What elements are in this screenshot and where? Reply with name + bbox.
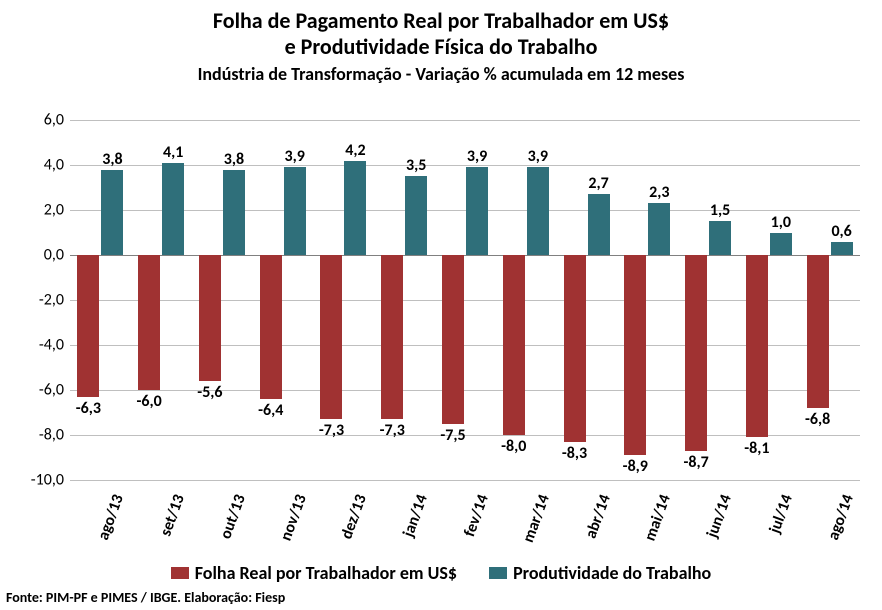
legend-swatch-b [489, 567, 507, 579]
bar-label-series-a: -5,6 [190, 383, 230, 402]
chart-title-line-2: e Produtividade Física do Trabalho [0, 34, 882, 60]
legend-swatch-a [171, 567, 189, 579]
bar-label-series-a: -8,7 [676, 453, 716, 472]
bar-series-a [199, 255, 221, 381]
bar-label-series-b: 3,8 [92, 150, 132, 169]
x-tick-label: jan/14 [394, 492, 432, 555]
gridline [70, 210, 860, 211]
x-tick-label: ago/13 [90, 492, 128, 555]
bar-label-series-a: -8,9 [615, 457, 655, 476]
x-tick-label: set/13 [151, 492, 189, 555]
gridline [70, 120, 860, 121]
plot-area: 6,04,02,00,0-2,0-4,0-6,0-8,0-10,0-6,33,8… [70, 120, 860, 480]
y-tick-label: -6,0 [4, 381, 64, 400]
y-tick-label: 2,0 [4, 201, 64, 220]
bar-series-b [466, 167, 488, 255]
bar-series-b [770, 233, 792, 256]
x-tick-label: jul/14 [758, 492, 796, 555]
y-tick-label: -4,0 [4, 336, 64, 355]
chart-title-line-1: Folha de Pagamento Real por Trabalhador … [0, 8, 882, 34]
bar-series-b [284, 167, 306, 255]
y-tick-label: -10,0 [4, 471, 64, 490]
x-tick-label: out/13 [211, 492, 249, 555]
bar-series-a [807, 255, 829, 408]
bar-series-b [344, 161, 366, 256]
bar-label-series-a: -7,3 [372, 421, 412, 440]
bar-series-a [564, 255, 586, 442]
y-tick-label: 0,0 [4, 246, 64, 265]
bar-label-series-a: -6,4 [251, 401, 291, 420]
legend-item-series-a: Folha Real por Trabalhador em US$ [171, 562, 457, 584]
bar-label-series-a: -6,3 [68, 399, 108, 418]
x-tick-label: fev/14 [454, 492, 492, 555]
bar-series-a [685, 255, 707, 451]
bar-label-series-a: -8,3 [555, 444, 595, 463]
bar-series-b [527, 167, 549, 255]
bar-label-series-b: 1,0 [761, 213, 801, 232]
bar-label-series-b: 0,6 [822, 222, 862, 241]
bar-label-series-b: 3,8 [214, 150, 254, 169]
bar-series-b [648, 203, 670, 255]
chart-subtitle: Indústria de Transformação - Variação % … [0, 63, 882, 85]
bar-label-series-a: -7,5 [433, 426, 473, 445]
bar-label-series-b: 4,1 [153, 143, 193, 162]
gridline [70, 390, 860, 391]
bar-series-b [101, 170, 123, 256]
x-tick-label: dez/13 [333, 492, 371, 555]
bar-series-b [223, 170, 245, 256]
bar-label-series-b: 2,7 [579, 174, 619, 193]
x-tick-label: ago/14 [819, 492, 857, 555]
source-text: Fonte: PIM-PF e PIMES / IBGE. Elaboração… [6, 589, 285, 606]
gridline [70, 300, 860, 301]
bar-series-a [381, 255, 403, 419]
bar-series-a [624, 255, 646, 455]
gridline [70, 255, 860, 256]
bar-label-series-a: -8,0 [494, 437, 534, 456]
y-tick-label: -2,0 [4, 291, 64, 310]
legend-item-series-b: Produtividade do Trabalho [489, 562, 711, 584]
legend-label-a: Folha Real por Trabalhador em US$ [195, 562, 457, 584]
bar-series-b [588, 194, 610, 255]
x-tick-label: jun/14 [698, 492, 736, 555]
bar-series-b [162, 163, 184, 255]
bar-label-series-b: 3,9 [275, 147, 315, 166]
bar-label-series-a: -8,1 [737, 439, 777, 458]
bar-label-series-a: -6,8 [798, 410, 838, 429]
chart-titles: Folha de Pagamento Real por Trabalhador … [0, 0, 882, 85]
x-tick-label: nov/13 [272, 492, 310, 555]
bar-series-a [746, 255, 768, 437]
legend-label-b: Produtividade do Trabalho [513, 562, 711, 584]
bar-label-series-b: 3,9 [457, 147, 497, 166]
bar-label-series-b: 1,5 [700, 201, 740, 220]
x-tick-label: mar/14 [515, 492, 553, 555]
gridline [70, 345, 860, 346]
x-tick-label: abr/14 [576, 492, 614, 555]
bar-series-a [503, 255, 525, 435]
bar-series-b [831, 242, 853, 256]
y-tick-label: -8,0 [4, 426, 64, 445]
bar-label-series-b: 4,2 [335, 141, 375, 160]
bar-label-series-a: -6,0 [129, 392, 169, 411]
bar-label-series-b: 2,3 [639, 183, 679, 202]
chart-container: Folha de Pagamento Real por Trabalhador … [0, 0, 882, 610]
bar-series-a [138, 255, 160, 390]
bar-series-b [709, 221, 731, 255]
bar-series-a [260, 255, 282, 399]
bar-series-a [442, 255, 464, 424]
y-tick-label: 6,0 [4, 111, 64, 130]
legend: Folha Real por Trabalhador em US$ Produt… [0, 562, 882, 584]
bar-series-a [77, 255, 99, 397]
gridline [70, 480, 860, 481]
bar-series-b [405, 176, 427, 255]
x-tick-label: mai/14 [637, 492, 675, 555]
bar-label-series-b: 3,9 [518, 147, 558, 166]
y-tick-label: 4,0 [4, 156, 64, 175]
bar-label-series-b: 3,5 [396, 156, 436, 175]
bar-label-series-a: -7,3 [311, 421, 351, 440]
bar-series-a [320, 255, 342, 419]
